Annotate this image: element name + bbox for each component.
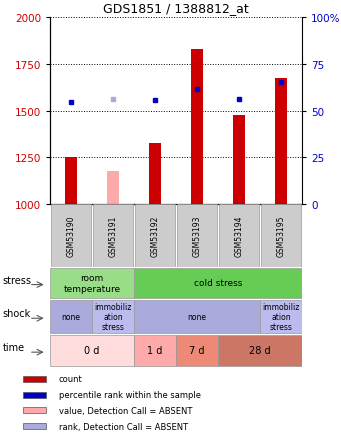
Text: GSM53191: GSM53191 [108, 215, 118, 256]
Text: immobiliz
ation
stress: immobiliz ation stress [94, 302, 132, 332]
Text: GSM53195: GSM53195 [277, 215, 285, 256]
Text: value, Detection Call = ABSENT: value, Detection Call = ABSENT [59, 406, 192, 415]
Bar [260, 300, 302, 334]
Bar [107, 172, 119, 204]
Text: 7 d: 7 d [189, 346, 205, 356]
Bar [134, 300, 260, 334]
Text: percentile rank within the sample: percentile rank within the sample [59, 390, 201, 399]
Text: 0 d: 0 d [84, 346, 100, 356]
Bar [23, 392, 46, 398]
Text: none: none [61, 312, 80, 321]
Text: GSM53194: GSM53194 [235, 215, 243, 256]
Bar [233, 116, 245, 204]
Text: GSM53192: GSM53192 [150, 215, 160, 256]
Text: 1 d: 1 d [147, 346, 163, 356]
Bar [50, 335, 134, 366]
Bar [51, 204, 91, 267]
Bar [177, 204, 217, 267]
Title: GDS1851 / 1388812_at: GDS1851 / 1388812_at [103, 3, 249, 16]
Bar [134, 268, 302, 299]
Bar [23, 423, 46, 429]
Bar [218, 335, 302, 366]
Bar [275, 79, 287, 204]
Bar [23, 408, 46, 414]
Text: cold stress: cold stress [194, 279, 242, 288]
Bar [219, 204, 259, 267]
Text: GSM53190: GSM53190 [66, 215, 75, 256]
Text: room
temperature: room temperature [63, 274, 121, 293]
Bar [261, 204, 301, 267]
Text: time: time [2, 342, 25, 352]
Text: shock: shock [2, 308, 31, 318]
Bar [149, 144, 161, 204]
Text: GSM53193: GSM53193 [193, 215, 202, 256]
Bar [176, 335, 218, 366]
Text: rank, Detection Call = ABSENT: rank, Detection Call = ABSENT [59, 422, 188, 431]
Text: stress: stress [2, 275, 31, 285]
Bar [23, 376, 46, 382]
Bar [134, 335, 176, 366]
Text: 28 d: 28 d [249, 346, 271, 356]
Text: count: count [59, 375, 82, 384]
Bar [50, 300, 92, 334]
Bar [191, 49, 203, 204]
Bar [93, 204, 133, 267]
Bar [135, 204, 175, 267]
Text: none: none [188, 312, 207, 321]
Bar [50, 268, 134, 299]
Text: immobiliz
ation
stress: immobiliz ation stress [262, 302, 300, 332]
Bar [65, 158, 77, 204]
Bar [92, 300, 134, 334]
